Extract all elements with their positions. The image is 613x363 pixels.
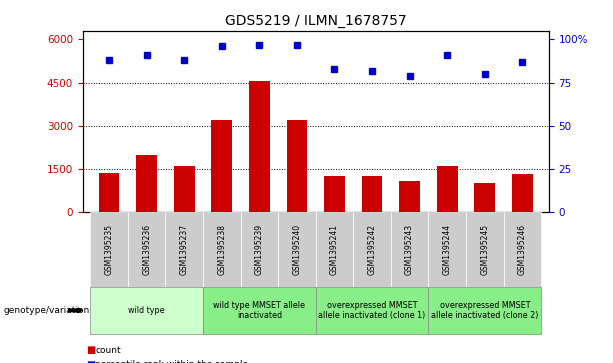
Bar <box>474 183 495 212</box>
Bar <box>362 176 383 212</box>
Text: overexpressed MMSET
allele inactivated (clone 1): overexpressed MMSET allele inactivated (… <box>318 301 425 320</box>
Bar <box>249 81 270 212</box>
Text: ■: ■ <box>86 345 95 355</box>
Bar <box>399 181 420 212</box>
Text: GSM1395243: GSM1395243 <box>405 224 414 275</box>
Text: wild type: wild type <box>128 306 165 315</box>
Bar <box>211 120 232 212</box>
Text: GSM1395238: GSM1395238 <box>217 224 226 275</box>
Text: GSM1395244: GSM1395244 <box>443 224 452 275</box>
Text: GSM1395235: GSM1395235 <box>105 224 113 275</box>
Text: percentile rank within the sample: percentile rank within the sample <box>95 360 248 363</box>
Text: ■: ■ <box>86 360 95 363</box>
Text: GSM1395239: GSM1395239 <box>255 224 264 275</box>
Text: GSM1395240: GSM1395240 <box>292 224 302 275</box>
Text: overexpressed MMSET
allele inactivated (clone 2): overexpressed MMSET allele inactivated (… <box>431 301 538 320</box>
Text: GSM1395237: GSM1395237 <box>180 224 189 275</box>
Text: GSM1395236: GSM1395236 <box>142 224 151 275</box>
Title: GDS5219 / ILMN_1678757: GDS5219 / ILMN_1678757 <box>225 15 406 28</box>
Text: genotype/variation: genotype/variation <box>3 306 89 315</box>
Bar <box>512 174 533 212</box>
Bar <box>437 166 457 212</box>
Text: GSM1395246: GSM1395246 <box>518 224 527 275</box>
Text: GSM1395241: GSM1395241 <box>330 224 339 275</box>
Bar <box>174 166 194 212</box>
Text: GSM1395245: GSM1395245 <box>480 224 489 275</box>
Text: GSM1395242: GSM1395242 <box>368 224 376 275</box>
Text: wild type MMSET allele
inactivated: wild type MMSET allele inactivated <box>213 301 305 320</box>
Bar <box>287 120 307 212</box>
Bar <box>136 155 157 212</box>
Bar <box>99 172 120 212</box>
Bar <box>324 176 345 212</box>
Text: count: count <box>95 346 121 355</box>
